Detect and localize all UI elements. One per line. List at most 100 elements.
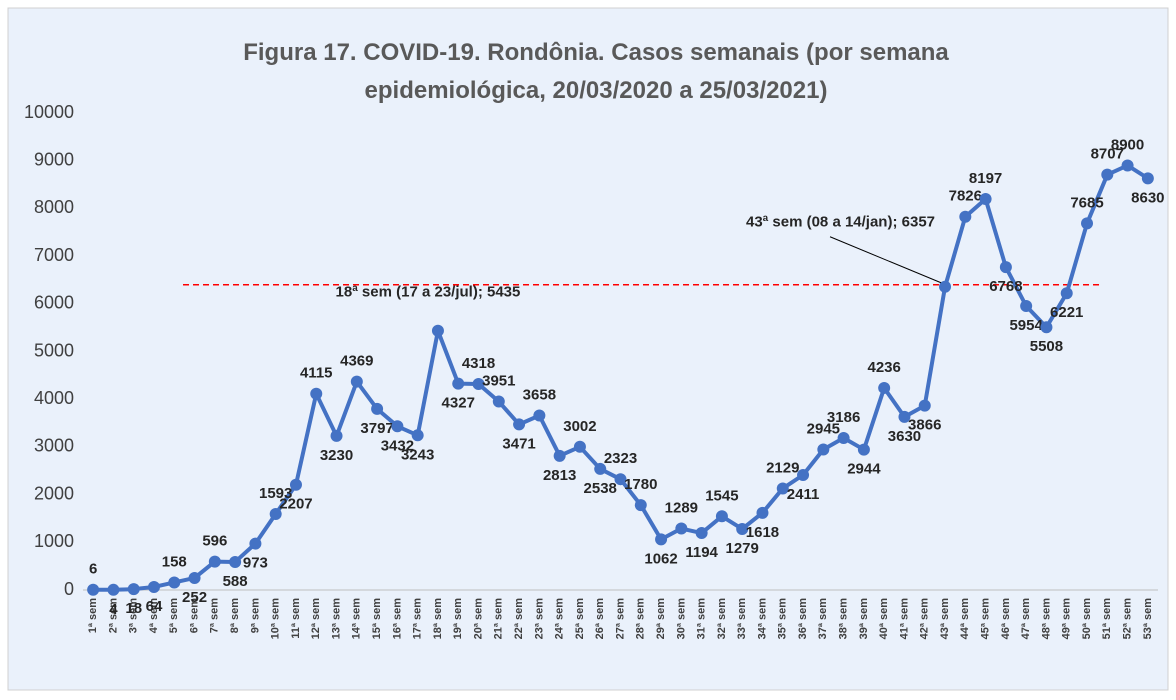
data-label: 973 [243,555,268,572]
marker [208,555,221,568]
x-tick-label: 4ª sem [148,598,160,633]
data-label: 2944 [847,461,881,478]
x-tick-label: 12ª sem [310,598,322,640]
marker [1081,217,1094,230]
leader-line [829,236,942,284]
x-tick-label: 17ª sem [412,598,424,640]
x-tick-label: 15ª sem [371,598,383,640]
marker [1101,168,1114,181]
x-tick-label: 34ª sem [756,598,768,640]
x-tick-label: 16ª sem [391,598,403,640]
data-label: 158 [162,553,187,570]
data-label: 1194 [685,544,718,561]
x-tick-label: 51ª sem [1101,598,1113,640]
marker [452,377,465,390]
marker [1060,287,1073,300]
x-tick-label: 25ª sem [574,598,586,640]
marker [330,429,343,442]
chart-background [7,7,1169,691]
marker [188,571,201,584]
marker [857,443,870,456]
data-label: 6768 [989,278,1022,295]
annotation: 18ª sem (17 a 23/jul); 5435 [336,284,521,301]
marker [797,468,810,481]
y-tick-label: 2000 [34,483,74,503]
marker [87,583,100,596]
data-label: 1062 [644,550,677,567]
data-label: 2323 [604,450,637,467]
data-label: 64 [146,598,163,615]
marker [655,533,668,546]
marker [999,261,1012,274]
data-label: 3230 [320,447,353,464]
data-label: 3002 [563,418,596,435]
marker [310,387,323,400]
x-tick-label: 35ª sem [777,598,789,640]
annotation: 43ª sem (08 a 14/jan); 6357 [746,214,935,231]
marker [391,420,404,433]
data-label: 6 [89,561,97,578]
x-tick-label: 53ª sem [1142,598,1154,640]
marker [675,522,688,535]
x-tick-label: 36ª sem [797,598,809,640]
marker [918,399,931,412]
x-tick-label: 9ª sem [249,598,261,633]
x-tick-label: 2ª sem [107,598,119,633]
marker [1020,299,1033,312]
marker [817,443,830,456]
marker [431,324,444,337]
marker [1121,159,1134,172]
data-label: 3866 [908,417,941,434]
marker [837,432,850,445]
x-tick-label: 29ª sem [655,598,667,640]
x-tick-label: 3ª sem [128,598,140,633]
marker [371,402,384,415]
x-tick-label: 6ª sem [188,598,200,633]
data-label: 3630 [888,428,921,445]
data-label: 2945 [807,420,840,437]
data-label: 1289 [665,499,698,516]
x-tick-label: 21ª sem [493,598,505,640]
data-label: 252 [182,589,207,606]
data-label: 1279 [726,540,759,557]
marker [776,482,789,495]
x-tick-label: 28ª sem [635,598,647,640]
marker [513,418,526,431]
y-tick-label: 0 [64,579,74,599]
y-tick-label: 9000 [34,149,74,169]
marker [959,210,972,223]
marker [573,440,586,453]
x-tick-label: 37ª sem [817,598,829,640]
x-tick-label: 50ª sem [1081,598,1093,640]
data-label: 6221 [1050,304,1083,321]
data-label: 2207 [279,496,312,513]
y-tick-label: 3000 [34,436,74,456]
marker [350,375,363,388]
marker [1141,172,1154,185]
x-tick-label: 33ª sem [736,598,748,640]
data-label: 4318 [462,355,495,372]
data-label: 18 [125,600,142,617]
marker [1040,321,1053,334]
x-tick-label: 31ª sem [696,598,708,640]
y-tick-label: 4000 [34,388,74,408]
data-label: 4115 [300,365,333,382]
x-tick-label: 1ª sem [87,598,99,633]
x-tick-label: 45ª sem [980,598,992,640]
data-label: 2129 [766,459,799,476]
marker [594,462,607,475]
x-tick-label: 52ª sem [1121,598,1133,640]
data-label: 1780 [624,476,657,493]
data-label: 7685 [1070,194,1103,211]
x-tick-label: 14ª sem [351,598,363,640]
data-label: 1593 [259,485,292,502]
data-label: 4369 [340,353,373,370]
x-tick-label: 24ª sem [554,598,566,640]
data-label: 2411 [787,486,820,503]
x-tick-label: 44ª sem [959,598,971,640]
data-label: 1618 [746,524,779,541]
y-tick-label: 7000 [34,245,74,265]
x-tick-label: 38ª sem [838,598,850,640]
